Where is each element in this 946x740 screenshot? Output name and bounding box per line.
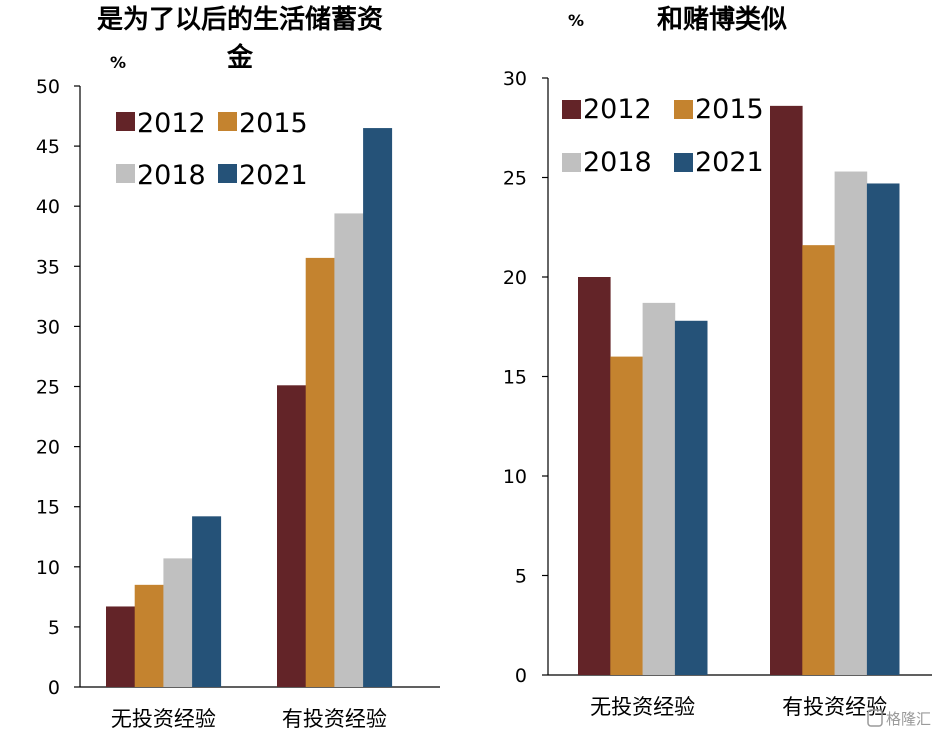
chart1-legend-label-2015: 2015 <box>239 108 308 139</box>
chart2-legend-swatch-2012 <box>562 100 581 119</box>
chart2-bar-2021-2 <box>866 183 900 675</box>
chart2-title-line1: 和赌博类似 <box>657 5 787 35</box>
chart2-bar-2015-2 <box>802 245 835 675</box>
chart1-y-tick-label: 10 <box>36 557 60 579</box>
chart1-bar-2021-1 <box>192 516 222 687</box>
chart2-bar-2012-1 <box>578 277 611 675</box>
chart2-legend-label-2021: 2021 <box>695 147 764 178</box>
chart1-legend-swatch-2018 <box>116 164 135 183</box>
chart1-bar-2012-1 <box>106 606 135 687</box>
chart2-unit-label: % <box>568 11 584 30</box>
chart1-y-tick-label: 20 <box>36 437 60 459</box>
chart1-y-tick-label: 45 <box>36 136 60 158</box>
watermark: 格隆汇 <box>867 709 931 728</box>
chart1-title-line1: 是为了以后的生活储蓄资 <box>97 4 383 35</box>
chart1-category-label: 有投资经验 <box>282 707 387 731</box>
chart2-y-tick-label: 20 <box>503 267 527 289</box>
chart2-bar-2018-2 <box>834 171 868 675</box>
chart2-bar-2021-1 <box>674 320 708 675</box>
chart1-legend-label-2012: 2012 <box>137 108 206 139</box>
chart1-legend-swatch-2021 <box>218 164 237 183</box>
chart1-legend-label-2018: 2018 <box>137 160 206 191</box>
chart1-title-line2: 金 <box>226 42 254 73</box>
chart1-y-tick-label: 40 <box>36 196 60 218</box>
chart1-y-tick-label: 15 <box>36 497 60 519</box>
chart1-bar-2018-2 <box>334 213 364 688</box>
chart1-y-tick-label: 50 <box>36 76 60 98</box>
chart1-bar-2015-1 <box>134 584 164 687</box>
chart2-bar-2018-1 <box>642 302 676 675</box>
chart1-y-tick-label: 35 <box>36 256 60 278</box>
chart2-plot: 0 5 10 15 20 25 30 无投资经验 有投资经验 2012 2015 2018 2021 <box>503 68 932 719</box>
chart2-y-tick-label: 15 <box>503 367 527 389</box>
chart2-bar-2015-1 <box>610 356 643 675</box>
chart2-y-tick-label: 25 <box>503 168 527 190</box>
chart1-y-tick-label: 30 <box>36 316 60 338</box>
chart1-legend-label-2021: 2021 <box>239 160 308 191</box>
chart1-y-tick-label: 25 <box>36 377 60 399</box>
chart1-bar-2012-2 <box>277 385 306 687</box>
chart1-y-tick-label: 5 <box>48 617 60 639</box>
chart1-bar-2021-2 <box>363 128 393 687</box>
chart2-y-tick-label: 0 <box>515 665 527 687</box>
chart2-legend-swatch-2021 <box>674 153 693 172</box>
chart2-category-label: 无投资经验 <box>590 695 695 719</box>
chart1-bar-2015-2 <box>305 257 335 687</box>
chart1-legend-swatch-2015 <box>218 112 237 131</box>
chart1-plot: 0 5 10 15 20 25 30 35 40 45 50 无投资经验 有投资经验 2012 2015 20… <box>36 76 440 731</box>
chart1-bar-2018-1 <box>163 558 193 687</box>
chart1-y-tick-label: 0 <box>48 677 60 699</box>
chart2-category-label: 有投资经验 <box>782 695 887 719</box>
chart2-legend-label-2018: 2018 <box>583 147 652 178</box>
chart2-legend-label-2012: 2012 <box>583 94 652 125</box>
chart2-legend-label-2015: 2015 <box>695 94 764 125</box>
chart1-category-label: 无投资经验 <box>111 707 216 731</box>
chart2-y-tick-label: 30 <box>503 68 527 90</box>
chart1-legend-swatch-2012 <box>116 112 135 131</box>
chart2-y-tick-label: 10 <box>503 466 527 488</box>
watermark-logo-icon <box>867 709 883 727</box>
chart1-unit-label: % <box>110 53 126 72</box>
chart2-legend-swatch-2018 <box>562 153 581 172</box>
chart2-y-tick-label: 5 <box>515 566 527 588</box>
chart2-bar-2012-2 <box>770 105 803 676</box>
watermark-text: 格隆汇 <box>886 710 931 728</box>
chart2-legend-swatch-2015 <box>674 100 693 119</box>
